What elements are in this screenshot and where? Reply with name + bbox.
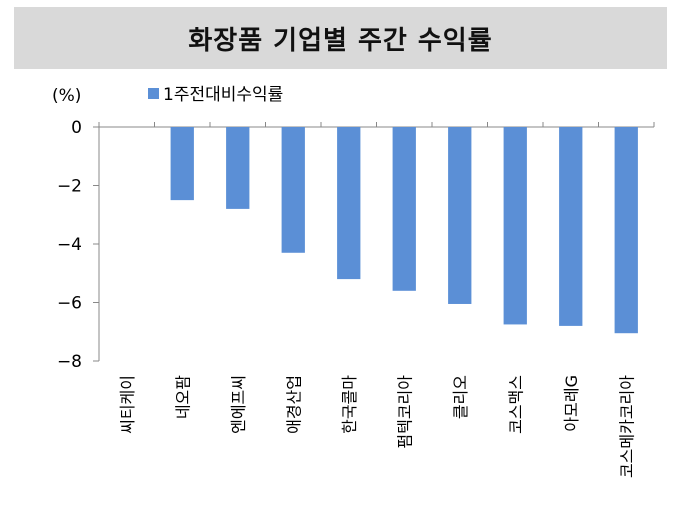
x-category-label: 코스맥스: [506, 375, 525, 434]
legend-swatch: [148, 88, 159, 99]
bar: [170, 127, 194, 201]
bar: [614, 127, 638, 334]
chart-title: 화장품 기업별 주간 수익률: [188, 25, 493, 56]
x-category-label: 코스메카코리아: [617, 375, 636, 478]
bar: [392, 127, 416, 291]
x-category-label: 펌텍코리아: [395, 375, 414, 449]
y-tick-label: −8: [57, 352, 82, 372]
unit-label: (%): [52, 86, 81, 106]
y-tick-label: −4: [57, 235, 82, 255]
x-category-label: 네오팜: [173, 375, 192, 419]
bar: [281, 127, 305, 253]
y-tick-label: −6: [57, 294, 82, 314]
x-category-label: 애경산업: [284, 375, 303, 434]
x-category-label: 아모레G: [562, 375, 581, 432]
bar: [559, 127, 583, 326]
legend-label: 1주전대비수익률: [163, 85, 283, 105]
bar: [226, 127, 250, 209]
bar: [337, 127, 361, 280]
x-category-label: 한국콜마: [340, 375, 359, 434]
bar: [503, 127, 527, 325]
y-tick-label: 0: [71, 118, 82, 138]
x-category-label: 엔에프씨: [229, 375, 248, 434]
bar: [448, 127, 472, 304]
x-category-label: 클리오: [451, 375, 470, 419]
y-tick-label: −2: [57, 177, 82, 197]
chart-title-bar: 화장품 기업별 주간 수익률: [14, 7, 667, 69]
x-category-label: 씨티케이: [118, 375, 137, 434]
